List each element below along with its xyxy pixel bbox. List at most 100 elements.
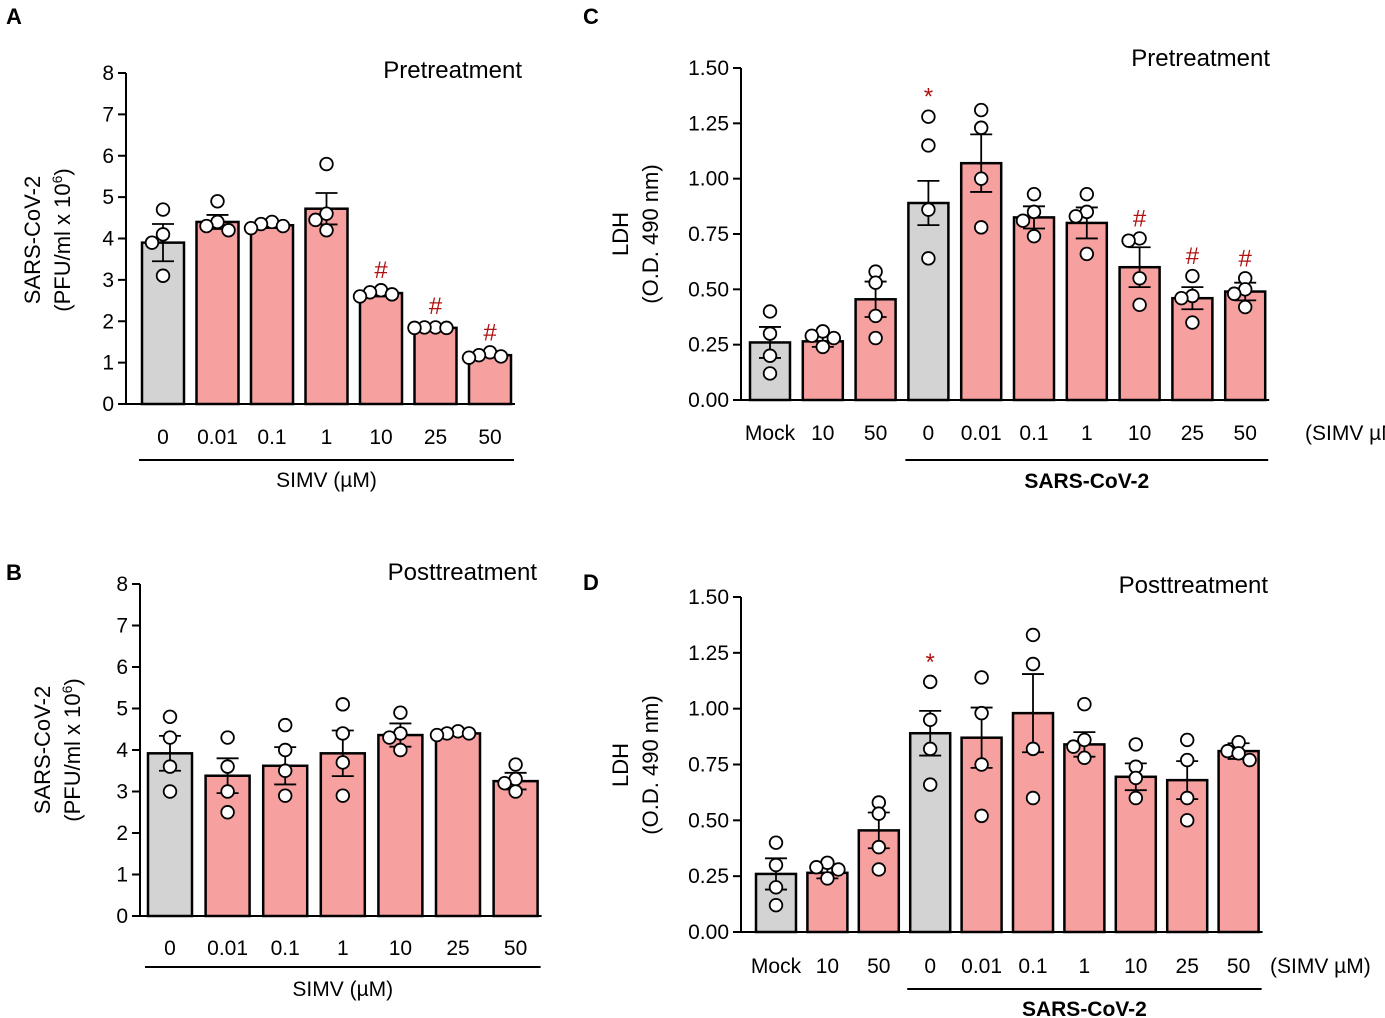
- data-point: [1025, 790, 1041, 806]
- x-tick-label: 0: [157, 426, 169, 449]
- data-point: [762, 366, 778, 381]
- data-point: [921, 202, 936, 217]
- x-tick-label: 0: [923, 422, 935, 445]
- data-point: [497, 776, 512, 791]
- data-point: [868, 275, 883, 290]
- significance-marker: #: [374, 257, 388, 284]
- data-point: [393, 742, 408, 758]
- x-tick-label: 1: [1079, 955, 1091, 978]
- data-point: [1179, 790, 1195, 806]
- x-tick-label: 50: [504, 937, 527, 960]
- x-tick-label: 0.1: [257, 426, 286, 449]
- data-point: [407, 320, 422, 336]
- data-point: [1121, 233, 1136, 248]
- x-tick-label: 10: [811, 422, 834, 445]
- bar: [195, 220, 240, 406]
- bar: [806, 871, 849, 934]
- y-axis-unit-label: (PFU/ml x 106): [59, 678, 85, 821]
- data-point: [1128, 770, 1144, 786]
- x-tick-label: 0: [164, 937, 176, 960]
- data-point: [1185, 315, 1200, 330]
- data-point: [1077, 732, 1092, 748]
- data-point: [1026, 229, 1042, 244]
- y-tick-label: 1: [116, 864, 128, 887]
- data-point: [508, 757, 523, 772]
- data-point: [1079, 246, 1095, 262]
- significance-marker: #: [483, 319, 497, 346]
- data-point: [335, 697, 351, 712]
- data-point: [768, 835, 784, 850]
- data-point: [1025, 627, 1041, 643]
- y-tick-label: 1.25: [688, 642, 729, 665]
- data-point: [308, 212, 323, 228]
- y-tick-label: 0.75: [688, 754, 729, 777]
- data-point: [278, 763, 293, 778]
- x-tick-label: 1: [321, 426, 333, 449]
- data-point: [155, 202, 171, 217]
- y-tick-label: 4: [116, 739, 128, 762]
- data-point: [393, 705, 408, 720]
- data-point: [974, 670, 989, 685]
- chart-title: Posttreatment: [1119, 572, 1269, 599]
- y-tick-label: 0.50: [688, 809, 729, 832]
- bar: [1171, 296, 1214, 402]
- significance-marker: #: [1239, 245, 1253, 272]
- data-point: [868, 330, 883, 346]
- y-tick-label: 5: [102, 186, 114, 209]
- data-point: [815, 339, 831, 355]
- data-point: [162, 784, 178, 799]
- data-point: [335, 726, 351, 741]
- data-point: [809, 860, 824, 875]
- significance-marker: *: [926, 649, 935, 676]
- data-point: [1079, 186, 1095, 202]
- significance-marker: #: [1133, 205, 1147, 232]
- data-point: [155, 268, 171, 283]
- data-point: [1174, 290, 1189, 306]
- data-point: [220, 805, 235, 820]
- bar: [261, 764, 309, 918]
- data-point: [871, 839, 887, 855]
- y-tick-label: 0.25: [688, 865, 729, 888]
- data-point: [768, 898, 784, 913]
- y-tick-label: 7: [102, 103, 114, 126]
- panel-label: A: [6, 4, 22, 29]
- y-tick-label: 8: [102, 62, 114, 85]
- x-tick-label: 0.1: [1018, 955, 1047, 978]
- y-tick-label: 0: [116, 905, 128, 928]
- bar: [434, 732, 482, 918]
- data-point: [220, 759, 235, 774]
- y-tick-label: 2: [102, 310, 114, 333]
- y-tick-label: 1.50: [688, 57, 729, 80]
- data-point: [831, 862, 846, 877]
- data-point: [352, 289, 368, 304]
- data-point: [162, 709, 178, 725]
- group-label: SIMV (µM): [292, 978, 393, 1001]
- data-point: [1231, 746, 1246, 761]
- bar: [204, 774, 251, 918]
- x-tick-label: Mock: [745, 422, 796, 445]
- data-point: [1015, 213, 1031, 228]
- x-tick-label: 25: [446, 937, 469, 960]
- data-point: [1128, 737, 1144, 752]
- x-tick-label: 0: [924, 955, 936, 978]
- data-point: [461, 726, 477, 741]
- bar: [1012, 216, 1056, 402]
- y-axis-label: LDH: [608, 743, 633, 787]
- data-point: [921, 109, 936, 124]
- data-point: [871, 806, 887, 821]
- panel-b-chart: B Posttreatment SARS-CoV-2 (PFU/ml x 106) 0 1…: [6, 559, 542, 1001]
- data-point: [319, 223, 334, 238]
- y-tick-label: 3: [116, 781, 128, 804]
- data-point: [493, 349, 509, 364]
- y-tick-label: 8: [116, 573, 128, 596]
- y-axis-unit-label: (O.D. 490 nm): [638, 164, 663, 303]
- significance-marker: #: [429, 293, 443, 320]
- bar: [358, 291, 404, 406]
- data-point: [1179, 752, 1195, 768]
- data-point: [319, 206, 334, 221]
- data-point: [974, 102, 989, 118]
- data-point: [921, 138, 936, 153]
- data-point: [762, 326, 778, 341]
- y-axis-unit-label: (PFU/ml x 106): [49, 168, 75, 311]
- bar: [304, 207, 349, 406]
